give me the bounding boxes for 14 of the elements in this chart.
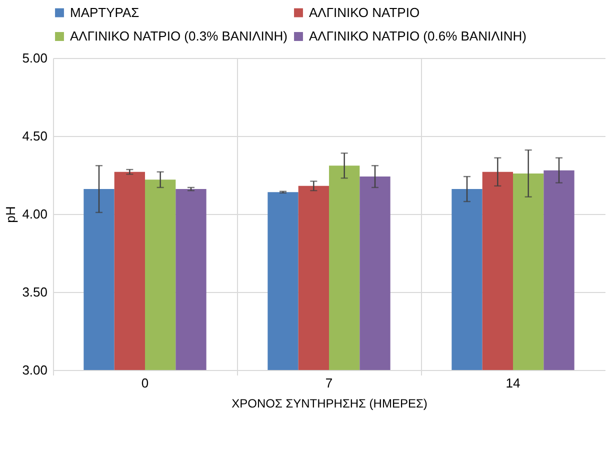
- legend-label: ΑΛΓΙΝΙΚΟ ΝΑΤΡΙΟ (0.6% ΒΑΝΙΛΙΝΗ): [309, 28, 526, 44]
- y-tick-label: 5.00: [22, 50, 48, 66]
- x-tick-label: 14: [506, 376, 520, 390]
- y-axis-title: pH: [3, 206, 18, 223]
- x-tick-label: 7: [325, 376, 333, 390]
- y-tick-label: 4.00: [22, 206, 48, 222]
- y-tick-label: 3.00: [22, 362, 48, 378]
- x-axis-title: ΧΡΟΝΟΣ ΣΥΝΤΗΡΗΣΗΣ (ΗΜΕΡΕΣ): [232, 396, 428, 410]
- y-tick-label: 3.50: [22, 284, 48, 300]
- y-tick-label: 4.50: [22, 128, 48, 144]
- legend-label: ΜΑΡΤΥΡΑΣ: [70, 4, 140, 20]
- x-tick-label: 0: [141, 376, 149, 390]
- legend-label: ΑΛΓΙΝΙΚΟ ΝΑΤΡΙΟ: [309, 4, 420, 20]
- legend-label: ΑΛΓΙΝΙΚΟ ΝΑΤΡΙΟ (0.3% ΒΑΝΙΛΙΝΗ): [70, 28, 288, 44]
